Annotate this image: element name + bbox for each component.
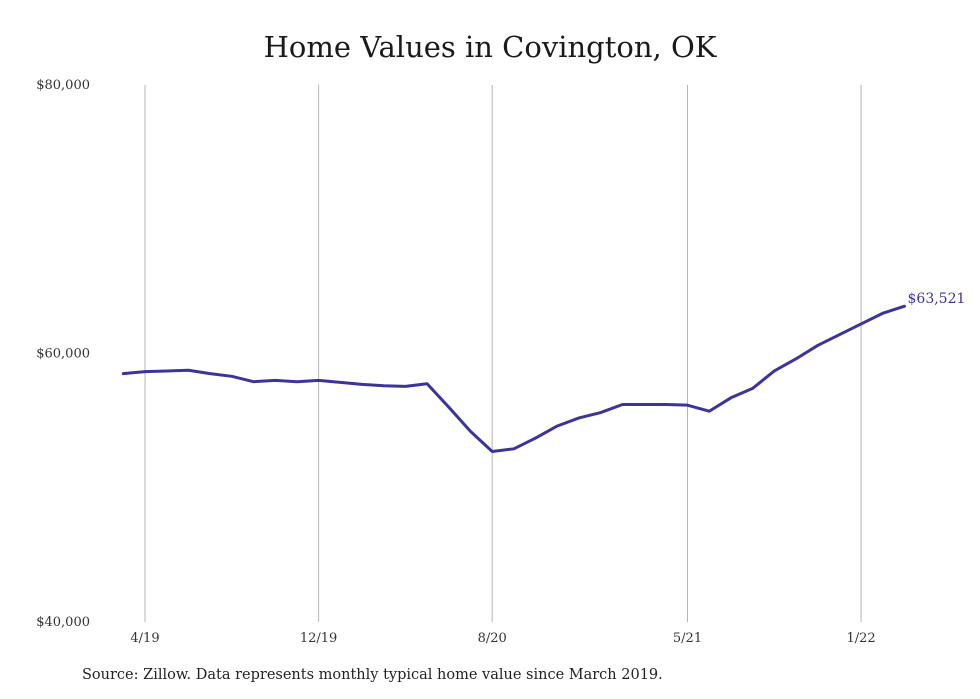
end-value-label: $63,521 — [908, 291, 966, 307]
series-line — [121, 304, 906, 454]
x-tick-label: 1/22 — [846, 631, 875, 646]
x-tick-label: 4/19 — [130, 631, 159, 646]
x-axis-ticks: 4/19 12/19 8/20 5/21 1/22 — [130, 631, 875, 646]
x-tick-label: 8/20 — [478, 631, 507, 646]
y-axis-ticks: $80,000 $60,000 $40,000 — [36, 78, 90, 630]
x-tick-label: 12/19 — [300, 631, 337, 646]
y-tick-label: $40,000 — [36, 615, 90, 630]
x-tick-label: 5/21 — [673, 631, 702, 646]
y-tick-label: $80,000 — [36, 78, 90, 93]
y-tick-label: $60,000 — [36, 347, 90, 362]
series-layer: $63,521 — [121, 291, 966, 454]
source-note: Source: Zillow. Data represents monthly … — [82, 667, 663, 683]
chart-title: Home Values in Covington, OK — [263, 30, 717, 64]
gridlines — [144, 85, 862, 622]
